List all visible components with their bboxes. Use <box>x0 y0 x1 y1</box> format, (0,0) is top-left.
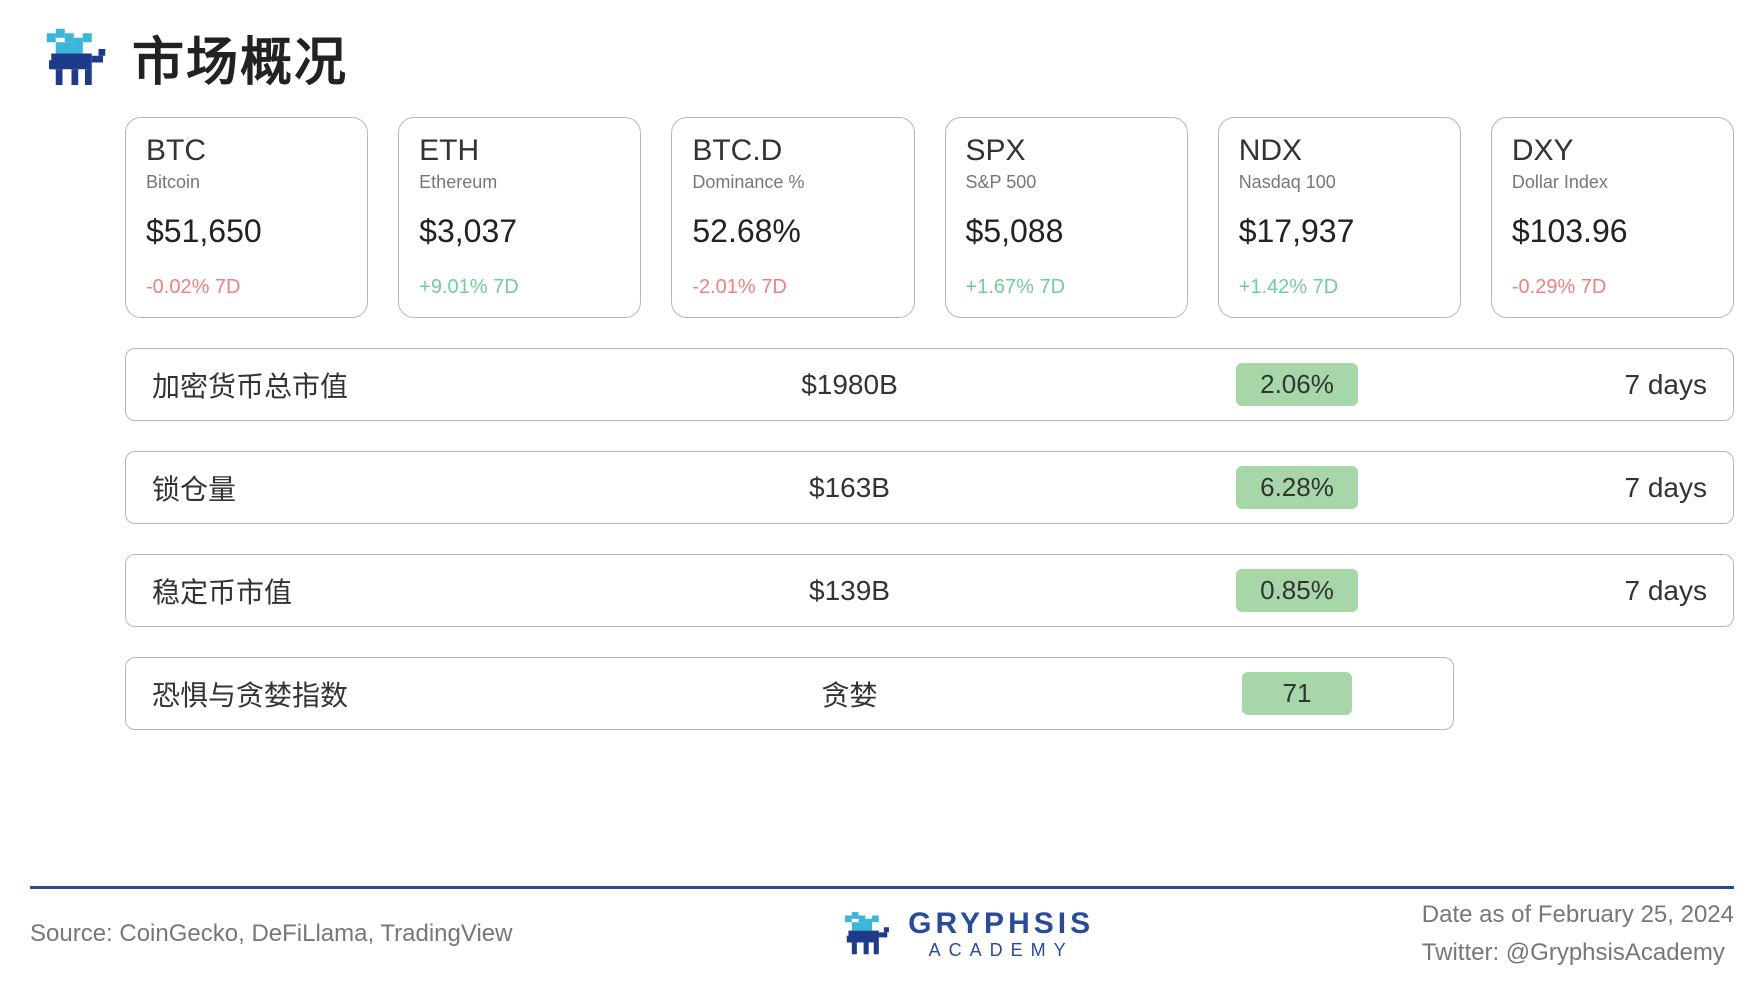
metric-rows: 加密货币总市值 $1980B 2.06% 7 days 锁仓量 $163B 6.… <box>30 348 1734 730</box>
card-value: $17,937 <box>1239 213 1440 250</box>
card-value: $103.96 <box>1512 213 1713 250</box>
metric-value: 贪婪 <box>532 674 1167 714</box>
metric-value: $1980B <box>532 369 1167 401</box>
card-value: $5,088 <box>966 213 1167 250</box>
metric-period: 7 days <box>1427 575 1707 607</box>
griffin-logo-icon <box>40 22 112 94</box>
metric-badge-wrap: 71 <box>1167 672 1427 715</box>
brand-sub: ACADEMY <box>908 941 1094 959</box>
card-change: +1.67% 7D <box>966 276 1167 299</box>
footer-source: Source: CoinGecko, DeFiLlama, TradingVie… <box>30 920 512 948</box>
market-card-spx: SPX S&P 500 $5,088 +1.67% 7D <box>945 117 1188 318</box>
griffin-logo-icon <box>840 907 894 961</box>
metric-period: 7 days <box>1427 472 1707 504</box>
metric-row-fear-greed: 恐惧与贪婪指数 贪婪 71 <box>125 657 1454 730</box>
card-symbol: NDX <box>1239 134 1440 168</box>
metric-badge-wrap: 2.06% <box>1167 363 1427 406</box>
market-cards-row: BTC Bitcoin $51,650 -0.02% 7D ETH Ethere… <box>30 117 1734 318</box>
card-symbol: ETH <box>419 134 620 168</box>
card-change: +1.42% 7D <box>1239 276 1440 299</box>
metric-badge: 71 <box>1242 672 1352 715</box>
card-value: $51,650 <box>146 213 347 250</box>
footer-brand: GRYPHSIS ACADEMY <box>840 907 1094 961</box>
market-card-btc: BTC Bitcoin $51,650 -0.02% 7D <box>125 117 368 318</box>
footer-date: Date as of February 25, 2024 <box>1422 901 1734 929</box>
metric-row-tvl: 锁仓量 $163B 6.28% 7 days <box>125 451 1734 524</box>
footer-twitter: Twitter: @GryphsisAcademy <box>1422 939 1725 967</box>
metric-label: 恐惧与贪婪指数 <box>152 674 532 714</box>
card-change: +9.01% 7D <box>419 276 620 299</box>
card-symbol: BTC <box>146 134 347 168</box>
metric-label: 锁仓量 <box>152 468 532 508</box>
metric-label: 稳定币市值 <box>152 571 532 611</box>
metric-badge-wrap: 6.28% <box>1167 466 1427 509</box>
card-name: Dollar Index <box>1512 172 1713 193</box>
market-card-dxy: DXY Dollar Index $103.96 -0.29% 7D <box>1491 117 1734 318</box>
card-name: S&P 500 <box>966 172 1167 193</box>
metric-value: $139B <box>532 575 1167 607</box>
card-symbol: SPX <box>966 134 1167 168</box>
brand-name: GRYPHSIS <box>908 909 1094 939</box>
market-card-ndx: NDX Nasdaq 100 $17,937 +1.42% 7D <box>1218 117 1461 318</box>
card-value: $3,037 <box>419 213 620 250</box>
card-name: Ethereum <box>419 172 620 193</box>
card-name: Bitcoin <box>146 172 347 193</box>
footer: Source: CoinGecko, DeFiLlama, TradingVie… <box>0 886 1764 967</box>
card-name: Nasdaq 100 <box>1239 172 1440 193</box>
metric-period: 7 days <box>1427 369 1707 401</box>
page-title: 市场概况 <box>132 20 348 95</box>
card-symbol: BTC.D <box>692 134 893 168</box>
card-value: 52.68% <box>692 213 893 250</box>
metric-row-stablecoin: 稳定币市值 $139B 0.85% 7 days <box>125 554 1734 627</box>
metric-badge: 0.85% <box>1236 569 1358 612</box>
card-change: -2.01% 7D <box>692 276 893 299</box>
card-name: Dominance % <box>692 172 893 193</box>
header: 市场概况 <box>30 20 1734 95</box>
metric-badge-wrap: 0.85% <box>1167 569 1427 612</box>
metric-badge: 2.06% <box>1236 363 1358 406</box>
metric-value: $163B <box>532 472 1167 504</box>
market-card-eth: ETH Ethereum $3,037 +9.01% 7D <box>398 117 641 318</box>
card-change: -0.02% 7D <box>146 276 347 299</box>
market-card-btcd: BTC.D Dominance % 52.68% -2.01% 7D <box>671 117 914 318</box>
footer-divider <box>30 886 1734 889</box>
card-symbol: DXY <box>1512 134 1713 168</box>
card-change: -0.29% 7D <box>1512 276 1713 299</box>
metric-label: 加密货币总市值 <box>152 365 532 405</box>
metric-badge: 6.28% <box>1236 466 1358 509</box>
metric-row-marketcap: 加密货币总市值 $1980B 2.06% 7 days <box>125 348 1734 421</box>
